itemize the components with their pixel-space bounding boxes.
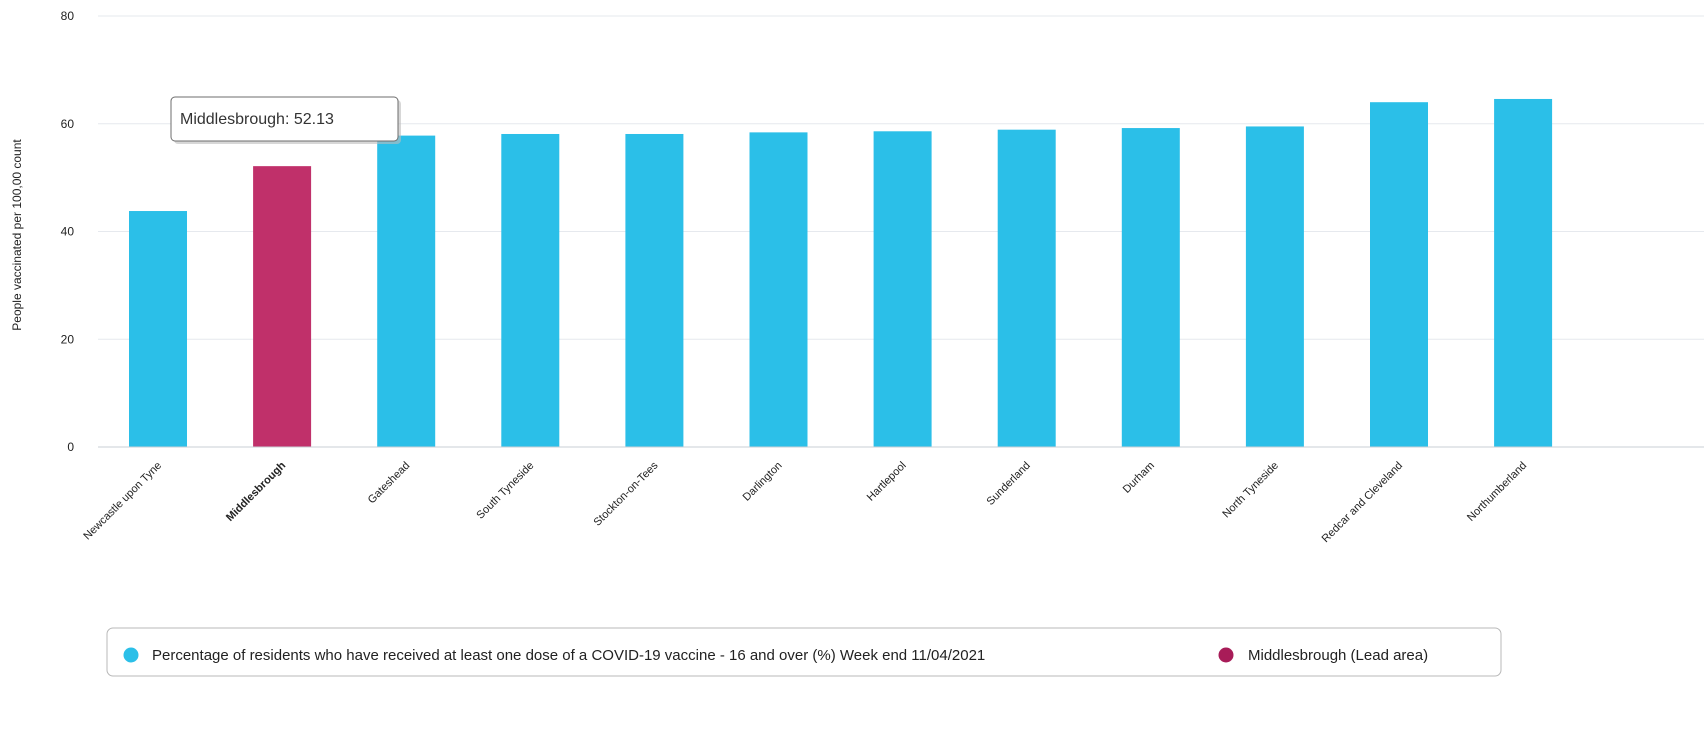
bar[interactable] (1121, 128, 1180, 447)
bar[interactable] (129, 211, 187, 447)
x-tick-label: Durham (1121, 460, 1157, 496)
bar[interactable] (501, 133, 560, 447)
legend: Percentage of residents who have receive… (106, 627, 1502, 677)
x-tick-label: Stockton-on-Tees (592, 459, 661, 528)
y-tick-label: 80 (61, 9, 75, 23)
bar[interactable] (625, 133, 684, 447)
bar[interactable] (873, 131, 932, 448)
tooltip-box (170, 96, 399, 142)
y-tick-label: 40 (61, 225, 75, 239)
bar[interactable] (1494, 98, 1553, 447)
y-axis-ticks: 0 20 40 60 80 (61, 9, 75, 454)
y-tick-label: 20 (61, 332, 75, 346)
x-tick-label: Newcastle upon Tyne (81, 460, 164, 543)
x-tick-label: South Tyneside (474, 460, 536, 522)
legend-marker-lead-area (1218, 647, 1234, 663)
x-tick-label: Hartlepool (865, 460, 909, 504)
x-tick-label: Gateshead (366, 460, 413, 507)
bar[interactable] (749, 132, 808, 447)
bar[interactable] (377, 135, 436, 448)
x-axis-labels: Newcastle upon Tyne Middlesbrough Gateshea… (81, 459, 1529, 545)
y-tick-label: 60 (61, 117, 75, 131)
bar[interactable] (1245, 126, 1304, 447)
x-tick-label: Darlington (741, 460, 785, 504)
legend-marker-series (123, 647, 139, 663)
legend-label-lead-area: Middlesbrough (Lead area) (1248, 647, 1428, 664)
x-tick-label: Redcar and Cleveland (1320, 460, 1405, 545)
bar[interactable] (997, 129, 1056, 447)
bar[interactable] (1370, 102, 1428, 447)
tooltip-text: Middlesbrough: 52.13 (180, 111, 334, 128)
legend-label-series: Percentage of residents who have receive… (152, 647, 985, 664)
x-tick-label: Middlesbrough (224, 459, 288, 523)
x-tick-label: North Tyneside (1220, 460, 1281, 521)
bars (129, 98, 1553, 448)
tooltip: Middlesbrough: 52.13 (170, 96, 401, 144)
y-tick-label: 0 (67, 440, 74, 454)
legend-box (106, 627, 1502, 677)
x-tick-label: Sunderland (985, 460, 1033, 508)
x-tick-label: Northumberland (1465, 460, 1529, 524)
bar-lead-area[interactable] (253, 166, 312, 447)
y-axis-title: People vaccinated per 100,00 count (10, 139, 24, 331)
